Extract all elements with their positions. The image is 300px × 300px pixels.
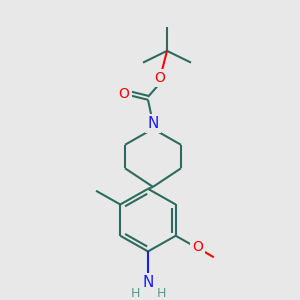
Text: N: N: [147, 116, 159, 131]
Text: H: H: [130, 287, 140, 300]
Text: O: O: [154, 71, 165, 85]
Text: H: H: [156, 287, 166, 300]
Text: O: O: [192, 239, 203, 254]
Text: N: N: [142, 275, 154, 290]
Text: O: O: [118, 87, 129, 101]
